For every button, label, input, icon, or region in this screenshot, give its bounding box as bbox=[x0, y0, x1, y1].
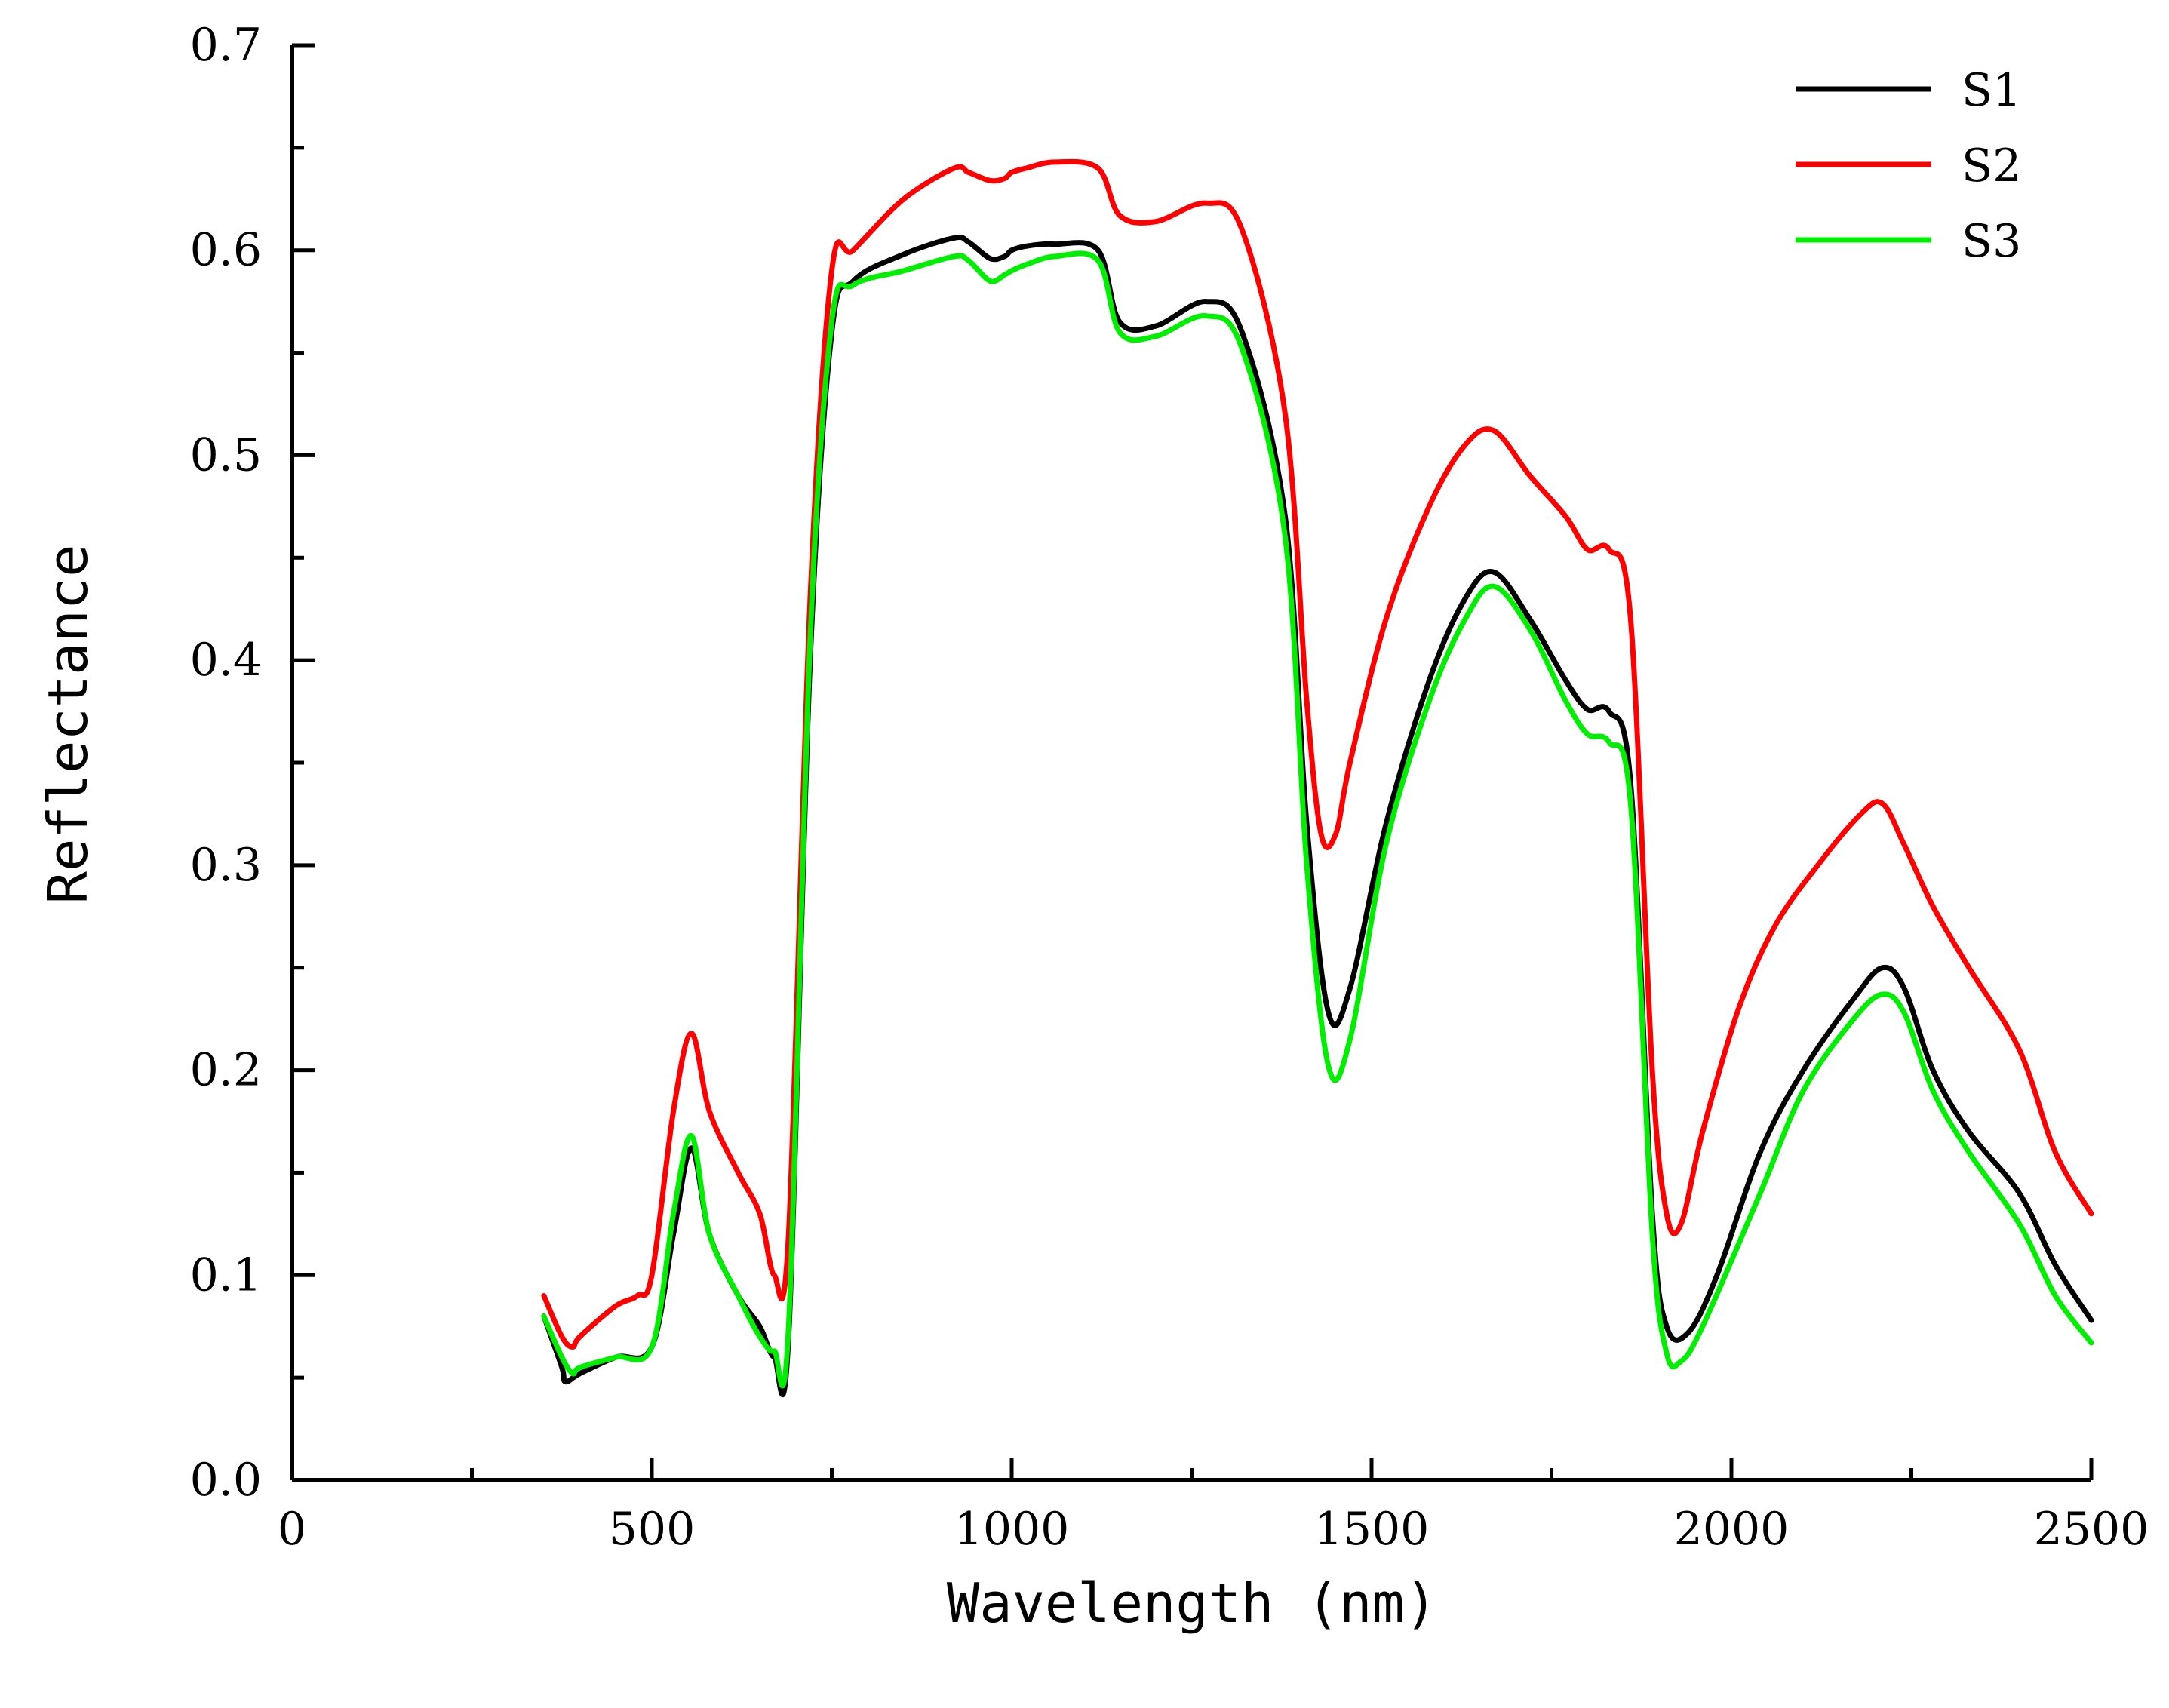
x-tick-label: 2500 bbox=[2034, 1503, 2149, 1556]
y-axis-title: Reflectance bbox=[36, 545, 100, 905]
y-tick-label: 0.3 bbox=[190, 839, 262, 892]
series-line-s2 bbox=[541, 158, 2094, 1350]
series-line-s3 bbox=[541, 250, 2094, 1389]
y-tick-label: 0.1 bbox=[190, 1249, 262, 1301]
x-tick-label: 1000 bbox=[954, 1503, 1070, 1556]
x-ticks: 0 500 1000 1500 2000 2500 bbox=[278, 1458, 2149, 1556]
legend-label-s2: S2 bbox=[1962, 140, 2021, 192]
y-tick-label: 0.6 bbox=[190, 224, 262, 277]
x-tick-label: 0 bbox=[278, 1503, 306, 1556]
x-tick-label: 2000 bbox=[1674, 1503, 1790, 1556]
x-tick-label: 500 bbox=[609, 1503, 696, 1556]
series-group bbox=[541, 158, 2094, 1397]
legend-label-s1: S1 bbox=[1962, 64, 2021, 117]
y-ticks: 0.0 0.1 0.2 0.3 0.4 0.5 0.6 0.7 bbox=[190, 19, 315, 1507]
y-tick-label: 0.0 bbox=[190, 1454, 262, 1507]
axes bbox=[290, 45, 2091, 1482]
y-tick-label: 0.7 bbox=[190, 19, 262, 72]
legend: S1 S2 S3 bbox=[1796, 64, 2021, 268]
y-tick-label: 0.4 bbox=[190, 634, 262, 687]
x-axis-title: Wavelength (nm) bbox=[947, 1571, 1437, 1635]
y-tick-label: 0.5 bbox=[190, 429, 262, 481]
legend-label-s3: S3 bbox=[1962, 215, 2021, 268]
y-tick-label: 0.2 bbox=[190, 1044, 262, 1097]
x-tick-label: 1500 bbox=[1314, 1503, 1430, 1556]
